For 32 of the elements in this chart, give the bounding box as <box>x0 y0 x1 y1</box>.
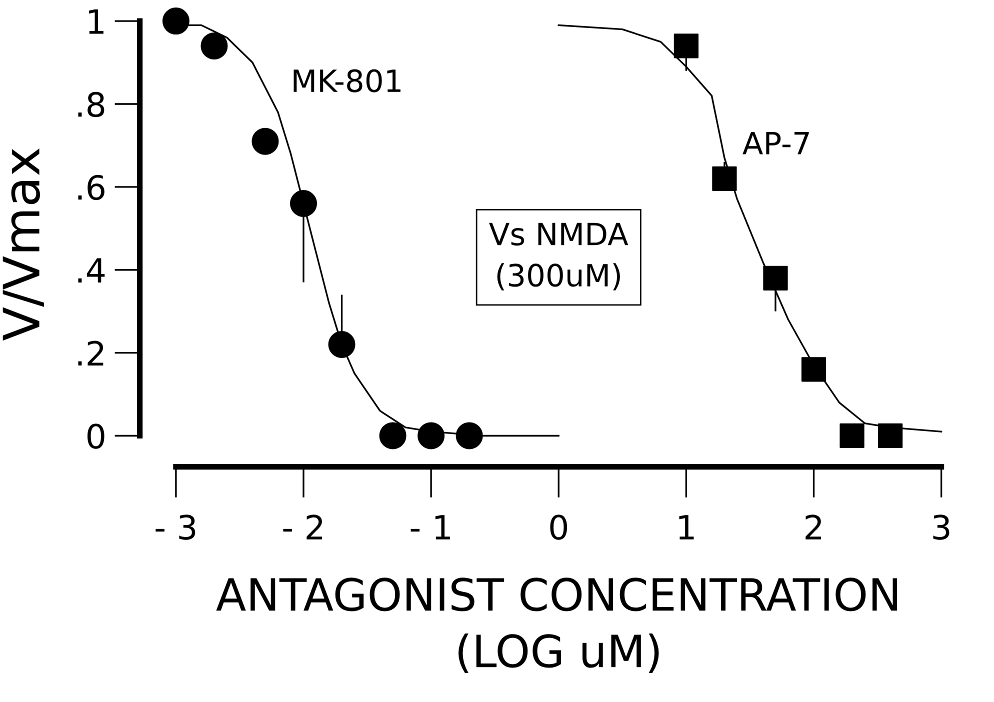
point <box>162 8 190 35</box>
point <box>328 331 356 358</box>
point <box>200 32 228 60</box>
x-tick-label: 3 <box>933 514 950 540</box>
point <box>456 422 483 450</box>
y-tick-label: .4 <box>78 258 105 283</box>
y-tick-label: .6 <box>78 174 104 200</box>
point <box>878 423 903 448</box>
x-tick-label: - 1 <box>410 515 450 540</box>
y-tick-label: 1 <box>88 9 104 34</box>
point <box>840 423 864 448</box>
x-tick-label: 2 <box>806 514 822 540</box>
annotation: AP-7 <box>742 132 809 154</box>
point <box>674 34 699 58</box>
point <box>763 266 788 290</box>
point <box>379 422 406 450</box>
x-axis-title: ANTAGONIST CONCENTRATION (LOG uM) <box>216 578 898 674</box>
y-axis-title: V/Vmax <box>2 148 44 341</box>
point <box>801 357 826 382</box>
y-tick-label: .2 <box>78 340 104 366</box>
point <box>712 166 737 191</box>
x-tick-label: - 3 <box>156 514 196 540</box>
annotation: MK-801 <box>294 69 400 92</box>
x-tick-label: 1 <box>679 515 694 540</box>
y-tick-label: .8 <box>78 92 104 118</box>
point <box>290 190 317 218</box>
annotation: Vs NMDA (300uM) <box>489 222 628 290</box>
point <box>252 128 279 155</box>
point <box>418 422 445 450</box>
x-tick-label: 0 <box>550 514 568 540</box>
y-tick-label: 0 <box>87 424 104 449</box>
x-tick-label: - 2 <box>283 514 322 540</box>
